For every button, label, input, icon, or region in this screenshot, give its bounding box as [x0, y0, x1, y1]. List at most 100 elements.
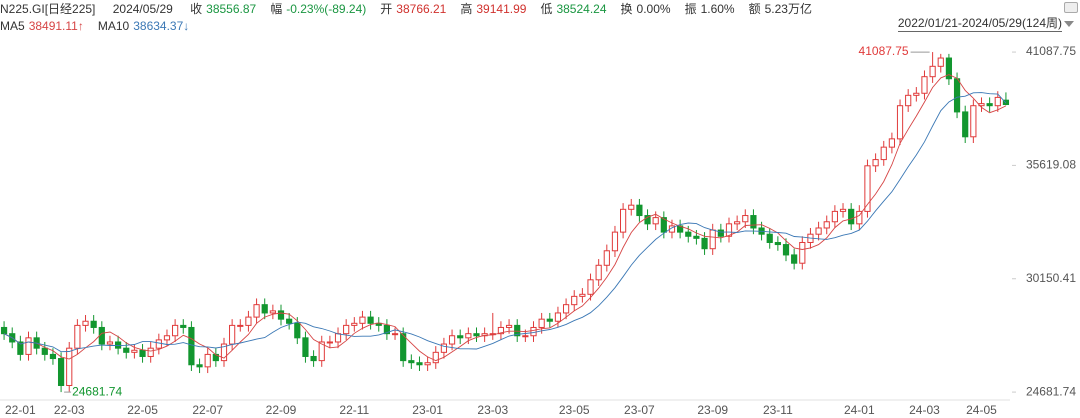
candle-body: [416, 362, 423, 366]
legend-name: MA5: [0, 19, 25, 33]
quote-label: 收: [190, 2, 203, 16]
quote-date: 2024/05/29: [112, 2, 173, 16]
legend-name: MA10: [97, 19, 130, 33]
x-tick-label: 23-07: [624, 403, 655, 417]
y-tick-label: 41087.75: [1026, 44, 1076, 58]
min-label: 24681.74: [72, 384, 122, 398]
candle-body: [937, 57, 944, 67]
x-tick-label: 22-05: [127, 403, 158, 417]
candle-body: [587, 279, 594, 295]
candle-body: [204, 353, 211, 368]
candle-body: [799, 241, 806, 264]
candle-body: [709, 229, 716, 250]
candle-body: [571, 295, 578, 306]
quote-value: 38556.87: [206, 2, 257, 16]
candle-body: [343, 324, 350, 335]
candle-body: [717, 229, 724, 237]
candle-body: [791, 254, 798, 264]
candle-body: [82, 320, 89, 326]
x-tick-label: 22-09: [266, 403, 297, 417]
candle-body: [636, 204, 643, 217]
candle-body: [180, 324, 187, 328]
candle-body: [693, 235, 700, 239]
candle-body: [823, 221, 830, 229]
candle-body: [628, 204, 635, 210]
candle-body: [326, 341, 333, 344]
x-tick-label: 23-05: [559, 403, 590, 417]
y-tick-label: 24681.74: [1026, 384, 1076, 398]
candle-body: [41, 347, 48, 355]
candle-body: [261, 304, 268, 314]
candle-body: [603, 250, 610, 266]
candle-body: [774, 241, 781, 246]
candle-body: [896, 105, 904, 140]
candle-body: [310, 355, 317, 362]
ma-line: [3, 74, 1007, 362]
x-tick-label: 23-01: [412, 403, 443, 417]
x-tick-label: 22-07: [192, 403, 223, 417]
quote-value: 5.23万亿: [764, 2, 812, 16]
candle-body: [994, 96, 1001, 107]
candle-body: [457, 335, 464, 339]
quote-label: 额: [748, 2, 761, 16]
candle-body: [367, 316, 374, 324]
candle-body: [318, 341, 325, 362]
quote-value: 0.00%: [636, 2, 671, 16]
candle-body: [856, 210, 863, 225]
candle-body: [562, 304, 570, 314]
candle-body: [848, 208, 855, 225]
candle-body: [505, 324, 513, 328]
dropdown-arrow[interactable]: [1064, 21, 1074, 27]
candle-body: [163, 335, 171, 341]
candle-body: [782, 244, 790, 256]
candle-body: [147, 347, 154, 357]
quote-value: -0.23%(-89.24): [286, 2, 367, 16]
quote-label: 换: [620, 2, 633, 16]
quote-value: 39141.99: [476, 2, 527, 16]
candle-body: [302, 337, 309, 357]
quote-label: 振: [684, 2, 697, 16]
x-tick-label: 23-09: [697, 403, 728, 417]
candle-body: [17, 341, 24, 355]
candle-body: [465, 333, 472, 339]
candle-body: [277, 310, 285, 320]
quote-header: N225.GI[日经225] 2024/05/29 收 38556.87 幅 -0.2…: [0, 1, 826, 17]
candle-body: [766, 233, 773, 243]
candle-body: [196, 364, 203, 368]
candle-body: [929, 65, 936, 78]
candle-body: [734, 221, 741, 225]
quote-value: 1.60%: [700, 2, 735, 16]
y-tick-label: 35619.08: [1026, 158, 1076, 172]
candle-body: [66, 347, 73, 386]
candle-body: [742, 215, 749, 223]
candle-body: [905, 94, 912, 107]
candle-body: [554, 312, 562, 322]
candle-body: [546, 318, 553, 322]
candle-body: [123, 347, 130, 353]
candle-body: [750, 215, 757, 229]
candle-body: [815, 227, 822, 235]
range-selector[interactable]: 2022/01/21-2024/05/29(124周): [897, 16, 1062, 32]
candle-body: [286, 318, 293, 324]
candle-body: [383, 324, 390, 335]
candle-body: [685, 231, 692, 237]
x-tick-label: 22-11: [339, 403, 369, 417]
candle-body: [888, 138, 895, 148]
candle-body: [106, 341, 114, 345]
candle-body: [620, 208, 627, 233]
candle-body: [831, 210, 838, 223]
quote-label: 开: [380, 2, 393, 16]
candle-body: [131, 349, 138, 353]
candle-body: [538, 318, 545, 328]
candle-body: [644, 215, 651, 225]
candle-body: [872, 159, 879, 167]
ma-line: [3, 92, 1007, 353]
candle-body: [424, 362, 431, 366]
candle-body: [155, 339, 162, 349]
candle-body: [220, 343, 228, 362]
quote-label: 低: [540, 2, 553, 16]
candle-body: [57, 358, 65, 386]
x-tick-label: 22-01: [5, 403, 36, 417]
candle-body: [334, 333, 342, 343]
candle-body: [652, 217, 659, 225]
